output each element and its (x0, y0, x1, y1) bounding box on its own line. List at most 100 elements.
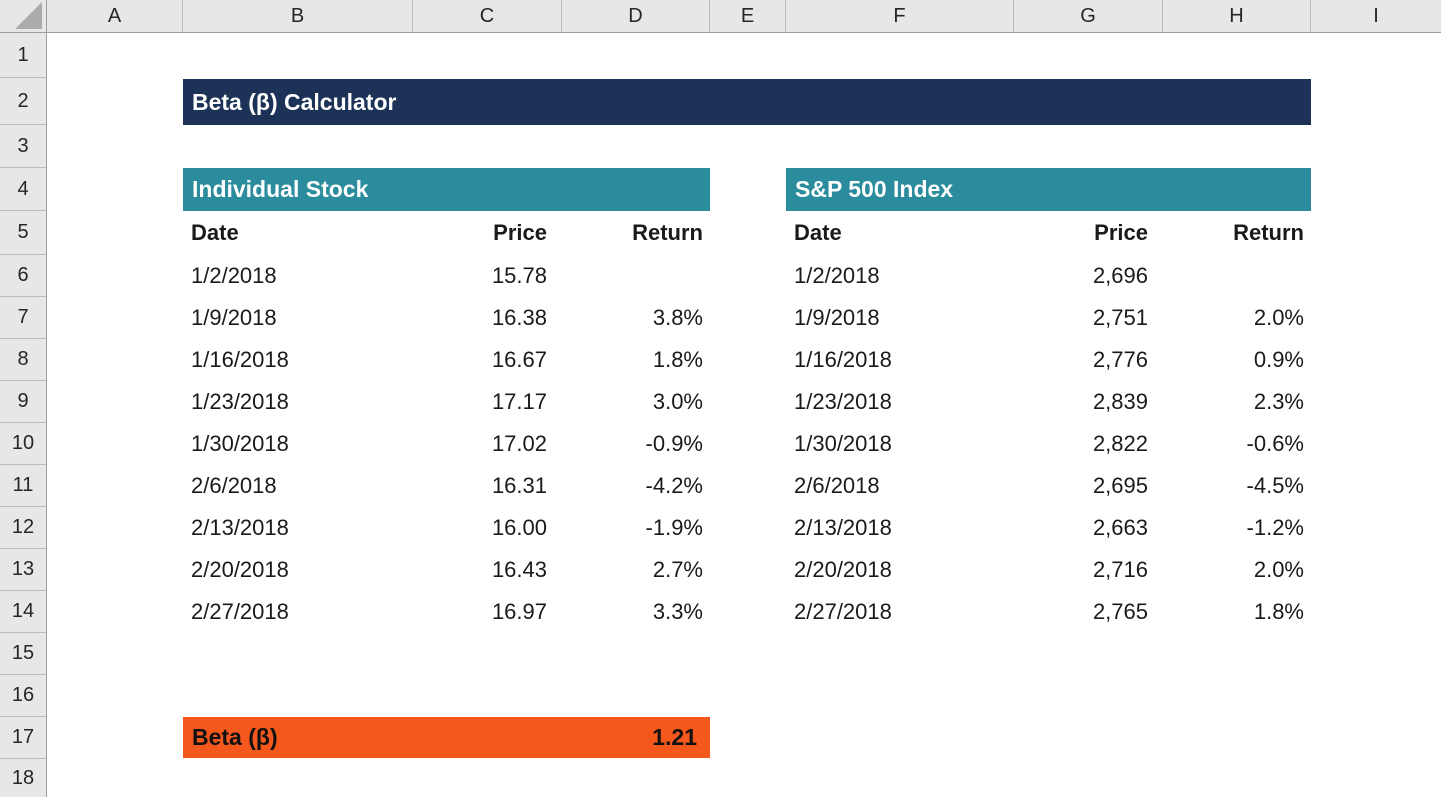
row-header[interactable]: 17 (0, 717, 46, 759)
row-header[interactable]: 15 (0, 633, 46, 675)
price-cell[interactable]: 16.43 (491, 557, 547, 582)
return-cell[interactable] (562, 255, 710, 297)
row-header[interactable]: 1 (0, 33, 46, 78)
beta-value-cell[interactable]: 1.21 (652, 724, 697, 750)
return-cell[interactable]: -4.5% (1246, 473, 1304, 498)
return-cell[interactable]: -0.9% (645, 431, 703, 456)
date-cell[interactable]: 2/20/2018 (794, 557, 892, 582)
date-column-header[interactable]: Date (191, 220, 239, 245)
date-cell[interactable]: 1/9/2018 (191, 305, 277, 330)
date-cell[interactable]: 2/6/2018 (191, 473, 277, 498)
price-cell[interactable]: 16.00 (491, 515, 547, 540)
section-title: Individual Stock (192, 176, 369, 202)
date-cell[interactable]: 1/9/2018 (794, 305, 880, 330)
column-header[interactable]: C (413, 0, 562, 32)
column-header[interactable]: I (1373, 4, 1379, 27)
price-cell[interactable]: 2,695 (1092, 473, 1148, 498)
price-cell[interactable]: 16.38 (491, 305, 547, 330)
return-cell[interactable]: 0.9% (1253, 347, 1304, 372)
row-header[interactable]: 5 (0, 211, 46, 255)
table-row: 1/30/2018 17.02 -0.9% (183, 423, 710, 465)
column-header[interactable]: F (786, 0, 1014, 32)
select-all-corner[interactable] (0, 0, 47, 32)
date-cell[interactable]: 1/23/2018 (191, 389, 289, 414)
price-cell[interactable]: 2,663 (1092, 515, 1148, 540)
return-cell[interactable]: -1.2% (1246, 515, 1304, 540)
section-header-individual-stock[interactable]: Individual Stock (183, 168, 710, 211)
row-header[interactable]: 2 (0, 78, 46, 125)
price-cell[interactable]: 2,716 (1092, 557, 1148, 582)
beta-result-row: Beta (β) 1.21 (183, 717, 710, 758)
row-header[interactable]: 16 (0, 675, 46, 717)
return-cell[interactable]: 2.0% (1253, 305, 1304, 330)
price-cell[interactable]: 2,822 (1092, 431, 1148, 456)
price-cell[interactable]: 2,751 (1092, 305, 1148, 330)
row-header[interactable]: 4 (0, 168, 46, 211)
date-cell[interactable]: 1/23/2018 (794, 389, 892, 414)
date-column-header[interactable]: Date (794, 220, 842, 245)
price-cell[interactable]: 16.67 (491, 347, 547, 372)
column-header[interactable]: G (1014, 0, 1163, 32)
return-cell[interactable]: 3.3% (652, 599, 703, 624)
price-column-header[interactable]: Price (1094, 220, 1148, 245)
price-cell[interactable]: 16.31 (491, 473, 547, 498)
date-cell[interactable]: 2/6/2018 (794, 473, 880, 498)
title-cell[interactable]: Beta (β) Calculator (183, 79, 1311, 125)
date-cell[interactable]: 2/27/2018 (794, 599, 892, 624)
column-header[interactable]: D (562, 0, 710, 32)
date-cell[interactable]: 2/13/2018 (794, 515, 892, 540)
price-cell[interactable]: 16.97 (491, 599, 547, 624)
price-cell[interactable]: 2,839 (1092, 389, 1148, 414)
row-header[interactable]: 3 (0, 125, 46, 168)
date-cell[interactable]: 2/27/2018 (191, 599, 289, 624)
table-row: 2/27/2018 2,765 1.8% (786, 591, 1311, 633)
beta-label-cell[interactable]: Beta (β) (192, 724, 278, 750)
return-cell[interactable]: 2.7% (652, 557, 703, 582)
row-header[interactable]: 6 (0, 255, 46, 297)
return-cell[interactable]: 2.3% (1253, 389, 1304, 414)
row-header[interactable]: 9 (0, 381, 46, 423)
return-column-header[interactable]: Return (632, 220, 703, 245)
return-column-header[interactable]: Return (1233, 220, 1304, 245)
row-header[interactable]: 14 (0, 591, 46, 633)
return-cell[interactable]: -1.9% (645, 515, 703, 540)
return-cell[interactable]: 1.8% (652, 347, 703, 372)
row-header[interactable]: 11 (0, 465, 46, 507)
return-cell[interactable]: 3.8% (652, 305, 703, 330)
sp500-rows: 1/2/2018 2,696 1/9/2018 2,751 2.0% 1/16/… (786, 255, 1311, 633)
row-header[interactable]: 13 (0, 549, 46, 591)
price-column-header[interactable]: Price (493, 220, 547, 245)
return-cell[interactable]: 2.0% (1253, 557, 1304, 582)
table-row: 1/9/2018 2,751 2.0% (786, 297, 1311, 339)
row-header[interactable]: 12 (0, 507, 46, 549)
price-cell[interactable]: 2,765 (1092, 599, 1148, 624)
row-header[interactable]: 7 (0, 297, 46, 339)
date-cell[interactable]: 1/2/2018 (191, 263, 277, 288)
date-cell[interactable]: 2/13/2018 (191, 515, 289, 540)
return-cell[interactable]: 1.8% (1253, 599, 1304, 624)
column-header[interactable]: B (183, 0, 413, 32)
date-cell[interactable]: 1/16/2018 (794, 347, 892, 372)
row-header[interactable]: 10 (0, 423, 46, 465)
column-header[interactable]: E (710, 0, 786, 32)
column-header[interactable]: H (1163, 0, 1311, 32)
return-cell[interactable]: -4.2% (645, 473, 703, 498)
date-cell[interactable]: 2/20/2018 (191, 557, 289, 582)
row-header[interactable]: 18 (11, 766, 35, 789)
price-cell[interactable]: 2,696 (1092, 263, 1148, 288)
return-cell[interactable]: 3.0% (652, 389, 703, 414)
table-row: 1/9/2018 16.38 3.8% (183, 297, 710, 339)
date-cell[interactable]: 1/2/2018 (794, 263, 880, 288)
price-cell[interactable]: 2,776 (1092, 347, 1148, 372)
date-cell[interactable]: 1/16/2018 (191, 347, 289, 372)
section-header-sp500[interactable]: S&P 500 Index (786, 168, 1311, 211)
date-cell[interactable]: 1/30/2018 (794, 431, 892, 456)
date-cell[interactable]: 1/30/2018 (191, 431, 289, 456)
price-cell[interactable]: 17.17 (491, 389, 547, 414)
column-header[interactable]: A (47, 0, 183, 32)
return-cell[interactable]: -0.6% (1246, 431, 1304, 456)
row-header[interactable]: 8 (0, 339, 46, 381)
return-cell[interactable] (1163, 255, 1311, 297)
price-cell[interactable]: 17.02 (491, 431, 547, 456)
price-cell[interactable]: 15.78 (491, 263, 547, 288)
